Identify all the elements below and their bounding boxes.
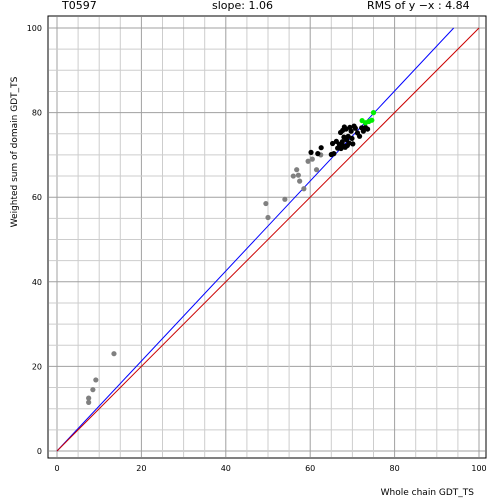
- data-point: [295, 172, 301, 178]
- data-point: [297, 178, 303, 184]
- data-point: [263, 200, 269, 207]
- slope-label: slope: 1.06: [212, 0, 273, 12]
- plot-frame: [47, 15, 487, 459]
- data-point: [349, 135, 355, 142]
- y-tick-label: 80: [32, 109, 42, 118]
- y-tick-label: 20: [32, 362, 42, 371]
- data-point: [331, 151, 337, 157]
- data-point: [360, 128, 366, 134]
- reference-lines: [56, 27, 480, 452]
- rms-label: RMS of y −x : 4.84: [367, 0, 470, 12]
- x-tick-label: 20: [136, 464, 146, 473]
- data-point: [294, 167, 300, 173]
- y-tick-label: 60: [32, 193, 42, 202]
- data-point: [309, 156, 315, 162]
- data-point: [301, 186, 307, 192]
- x-tick-label: 0: [54, 464, 59, 473]
- data-point: [329, 140, 336, 147]
- data-point: [350, 141, 356, 147]
- data-point: [369, 117, 375, 123]
- data-point: [305, 158, 311, 164]
- data-point: [315, 151, 321, 157]
- data-point: [308, 149, 314, 155]
- data-points: [86, 110, 377, 405]
- x-tick-label: 60: [305, 464, 315, 473]
- data-point: [290, 173, 296, 179]
- data-point: [93, 377, 99, 383]
- x-tick-label: 40: [221, 464, 231, 473]
- x-tick-label: 100: [471, 464, 486, 473]
- data-point: [356, 133, 363, 139]
- x-axis-label: Whole chain GDT_TS: [381, 488, 475, 498]
- data-point: [90, 387, 96, 393]
- target-label: T0597: [61, 0, 97, 12]
- grid: [49, 17, 485, 457]
- data-point: [265, 214, 271, 221]
- data-point: [352, 125, 358, 131]
- data-point: [370, 110, 377, 116]
- fit-line: [56, 27, 455, 452]
- y-tick-label: 0: [37, 447, 42, 456]
- data-point: [282, 196, 288, 202]
- data-point: [348, 128, 354, 134]
- axis-ticks: 0 20 40 60 80 100 0 20 40 60 80 100: [27, 24, 487, 473]
- y-axis-label: Weighted sum of domain GDT_TS: [10, 76, 20, 227]
- data-point: [86, 399, 92, 405]
- data-point: [313, 167, 320, 173]
- y-tick-label: 100: [27, 24, 42, 33]
- identity-line: [56, 27, 480, 452]
- data-point: [86, 395, 92, 401]
- y-tick-label: 40: [32, 278, 42, 287]
- data-point: [111, 351, 117, 357]
- x-tick-label: 80: [390, 464, 400, 473]
- data-point: [339, 139, 345, 145]
- data-point: [364, 126, 371, 132]
- data-point: [345, 133, 351, 139]
- data-point: [318, 145, 324, 151]
